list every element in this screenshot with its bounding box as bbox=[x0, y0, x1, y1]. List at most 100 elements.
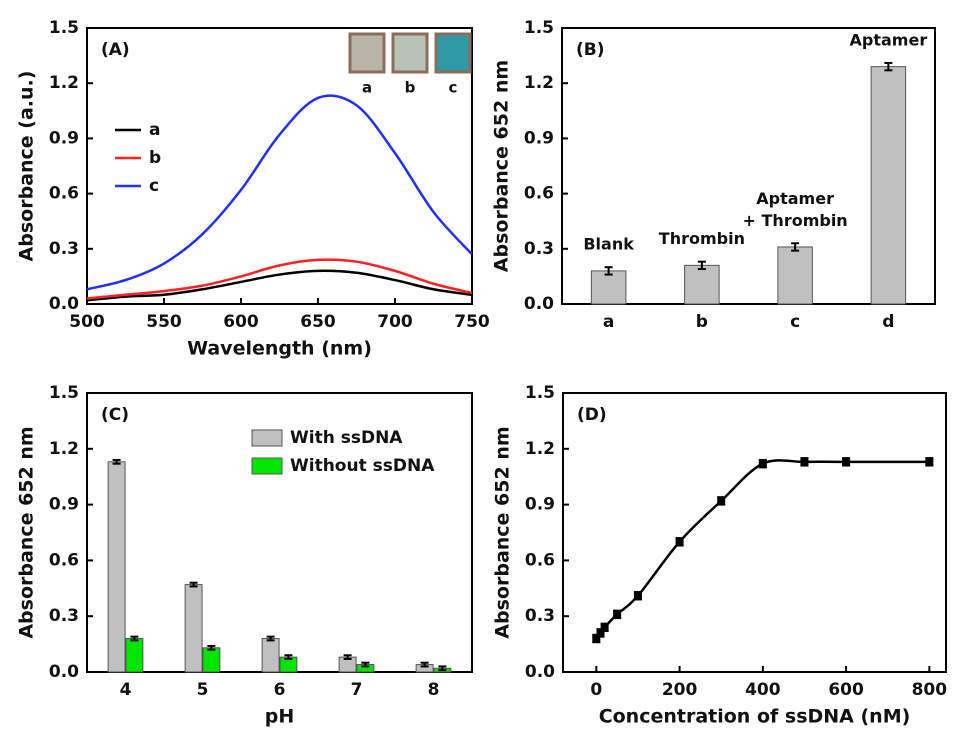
y-tick-label: 0.6 bbox=[524, 184, 554, 204]
y-tick-label: 0.6 bbox=[49, 550, 79, 570]
bar bbox=[184, 584, 203, 673]
x-tick-label: 200 bbox=[662, 680, 698, 700]
y-tick-label: 1.5 bbox=[49, 18, 79, 38]
y-tick-label: 1.5 bbox=[524, 18, 554, 38]
bar-label: Blank bbox=[583, 235, 634, 254]
marker bbox=[592, 634, 601, 643]
panel-title: (B) bbox=[576, 40, 605, 60]
y-tick-label: 0.9 bbox=[49, 495, 79, 515]
marker bbox=[633, 591, 642, 600]
y-tick-label: 0.0 bbox=[525, 662, 555, 682]
y-tick-label: 0.3 bbox=[524, 239, 554, 259]
bar bbox=[107, 461, 126, 673]
x-axis-label: pH bbox=[265, 706, 295, 728]
marker bbox=[600, 623, 609, 632]
x-tick-label: 400 bbox=[745, 680, 781, 700]
bar-label: Aptamer bbox=[756, 189, 834, 208]
bar bbox=[261, 638, 280, 673]
inset-label: c bbox=[449, 79, 458, 97]
line bbox=[595, 459, 930, 640]
x-axis-label: Concentration of ssDNA (nM) bbox=[599, 706, 911, 728]
marker bbox=[925, 457, 934, 466]
y-tick-label: 0.9 bbox=[524, 128, 554, 148]
x-tick-label: b bbox=[696, 312, 708, 332]
x-tick-label: 650 bbox=[300, 312, 336, 332]
y-tick-label: 0.9 bbox=[49, 128, 79, 148]
legend-swatch bbox=[251, 457, 283, 475]
inset-photo bbox=[434, 32, 472, 74]
bar bbox=[125, 638, 144, 673]
line bbox=[86, 94, 473, 291]
legend-swatch bbox=[251, 429, 283, 447]
x-tick-label: c bbox=[790, 312, 800, 332]
x-tick-label: a bbox=[603, 312, 614, 332]
y-axis-label: Absorbance (a.u.) bbox=[16, 71, 38, 262]
plot-frame bbox=[561, 27, 936, 305]
y-tick-label: 0.6 bbox=[49, 184, 79, 204]
inset-label: b bbox=[405, 79, 416, 97]
y-tick-label: 0.0 bbox=[49, 294, 79, 314]
legend-label: Without ssDNA bbox=[290, 456, 435, 476]
y-axis-label: Absorbance 652 nm bbox=[16, 426, 38, 638]
x-axis-label: Wavelength (nm) bbox=[187, 338, 372, 360]
x-tick-label: 600 bbox=[223, 312, 259, 332]
inset-photo bbox=[348, 32, 386, 74]
marker bbox=[717, 496, 726, 505]
x-tick-label: 800 bbox=[912, 680, 948, 700]
legend-label: a bbox=[149, 120, 160, 140]
y-tick-label: 1.5 bbox=[525, 383, 555, 403]
y-tick-label: 0.6 bbox=[525, 550, 555, 570]
bar bbox=[777, 246, 813, 305]
x-tick-label: 5 bbox=[197, 680, 209, 700]
bar bbox=[870, 66, 907, 305]
marker bbox=[758, 459, 767, 468]
plot-frame bbox=[86, 27, 473, 305]
y-tick-label: 1.2 bbox=[524, 73, 554, 93]
line bbox=[86, 258, 473, 300]
y-tick-label: 0.0 bbox=[524, 294, 554, 314]
x-tick-label: 500 bbox=[69, 312, 105, 332]
bar-label: Thrombin bbox=[659, 229, 745, 248]
legend-label: c bbox=[149, 176, 159, 196]
bar bbox=[684, 264, 720, 305]
y-tick-label: 1.2 bbox=[49, 73, 79, 93]
marker bbox=[800, 457, 809, 466]
bar-label: Aptamer bbox=[850, 30, 928, 49]
panel-title: (D) bbox=[577, 405, 607, 425]
inset-photo bbox=[391, 32, 429, 74]
y-tick-label: 0.0 bbox=[49, 662, 79, 682]
y-tick-label: 1.2 bbox=[49, 439, 79, 459]
y-tick-label: 0.3 bbox=[49, 239, 79, 259]
marker bbox=[675, 537, 684, 546]
x-tick-label: 0 bbox=[590, 680, 602, 700]
plot-frame bbox=[562, 392, 947, 673]
x-tick-label: 4 bbox=[120, 680, 132, 700]
marker bbox=[842, 457, 851, 466]
legend-label: b bbox=[149, 148, 161, 168]
legend-label: With ssDNA bbox=[290, 428, 403, 448]
x-tick-label: 700 bbox=[377, 312, 413, 332]
y-axis-label: Absorbance 652 nm bbox=[491, 60, 513, 272]
x-tick-label: 750 bbox=[454, 312, 490, 332]
bar bbox=[590, 270, 627, 305]
x-tick-label: 550 bbox=[146, 312, 182, 332]
x-tick-label: 6 bbox=[274, 680, 286, 700]
y-tick-label: 1.5 bbox=[49, 383, 79, 403]
x-tick-label: 7 bbox=[351, 680, 363, 700]
x-tick-label: 600 bbox=[828, 680, 864, 700]
y-tick-label: 1.2 bbox=[525, 439, 555, 459]
x-tick-label: 8 bbox=[428, 680, 440, 700]
marker bbox=[596, 628, 605, 637]
line bbox=[86, 269, 473, 302]
y-tick-label: 0.3 bbox=[525, 606, 555, 626]
y-tick-label: 0.3 bbox=[49, 606, 79, 626]
panel-title: (A) bbox=[101, 40, 130, 60]
inset-label: a bbox=[362, 79, 372, 97]
x-tick-label: d bbox=[882, 312, 894, 332]
panel-title: (C) bbox=[101, 405, 129, 425]
bar bbox=[202, 647, 221, 673]
bar-label: + Thrombin bbox=[743, 211, 848, 230]
y-axis-label: Absorbance 652 nm bbox=[492, 426, 514, 638]
y-tick-label: 0.9 bbox=[525, 495, 555, 515]
